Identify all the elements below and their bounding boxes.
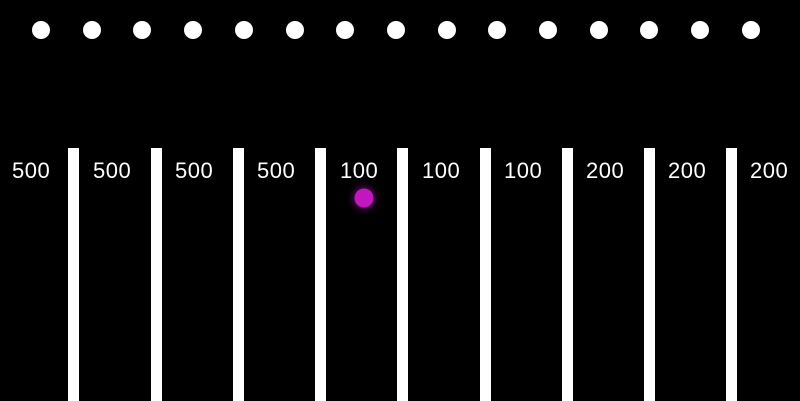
lane-label-1: 500 [93,158,132,183]
lane-label-6: 100 [504,158,543,183]
marker-dot [386,21,405,39]
lane-divider-4 [397,148,408,401]
marker-dot [589,21,608,39]
marker-dot [285,21,304,39]
lane-label-8: 200 [668,158,707,183]
marker-dot [234,21,253,39]
player-token[interactable] [354,188,374,208]
marker-dot [184,21,203,39]
lane-divider-3 [315,148,326,401]
lane-area: 500 500 500 500 100 100 100 200 200 200 [0,148,800,401]
lane-divider-2 [233,148,244,401]
lane-divider-5 [480,148,491,401]
marker-dot [32,21,50,39]
lane-label-0: 500 [12,158,51,183]
marker-dot [336,21,355,39]
marker-dot [640,21,659,39]
lane-label-4: 100 [340,158,379,183]
lane-label-3: 500 [257,158,296,183]
marker-dot [133,21,152,39]
lane-divider-8 [726,148,737,401]
lane-divider-7 [644,148,655,401]
lane-label-2: 500 [175,158,214,183]
marker-dot [691,21,710,39]
marker-dot [741,21,760,39]
marker-row [0,0,800,60]
marker-dot [539,21,557,39]
lane-divider-1 [151,148,162,401]
lane-label-5: 100 [422,158,461,183]
marker-dot [82,21,101,39]
marker-dot [488,21,507,39]
marker-dot [437,21,456,39]
lane-label-7: 200 [586,158,625,183]
lane-divider-0 [68,148,79,401]
lane-label-9: 200 [750,158,789,183]
lane-divider-6 [562,148,573,401]
